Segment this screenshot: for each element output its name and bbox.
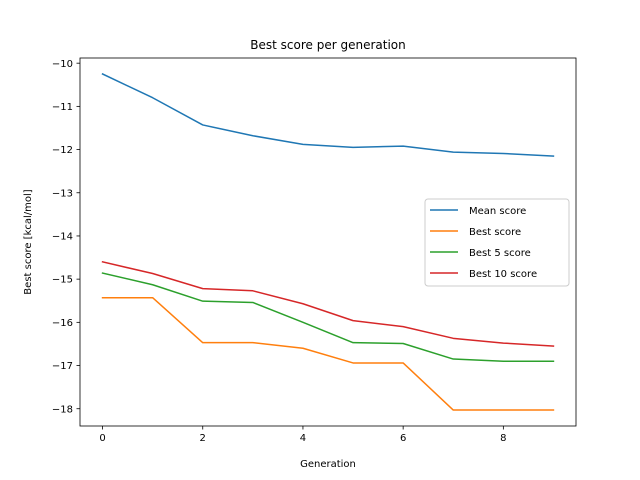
legend-label-2: Best 5 score bbox=[469, 248, 531, 259]
x-axis-ticks: 0 2 4 6 8 bbox=[99, 426, 507, 444]
x-tick-label: 6 bbox=[400, 433, 406, 444]
x-tick-label: 0 bbox=[99, 433, 105, 444]
series-line-0 bbox=[101, 72, 555, 157]
x-axis-label: Generation bbox=[300, 459, 356, 470]
series-layer bbox=[101, 72, 555, 411]
series-line-1 bbox=[101, 296, 555, 411]
legend: Mean score Best score Best 5 score Best 10 … bbox=[424, 198, 570, 287]
legend-box bbox=[424, 198, 570, 287]
legend-label-0: Mean score bbox=[469, 206, 526, 217]
y-tick-label: −12 bbox=[52, 145, 73, 156]
y-tick-label: −13 bbox=[52, 188, 73, 199]
y-tick-label: −11 bbox=[52, 102, 73, 113]
x-tick-label: 2 bbox=[200, 433, 206, 444]
legend-label-1: Best score bbox=[469, 227, 521, 238]
y-tick-label: −14 bbox=[52, 232, 73, 243]
series-line-3 bbox=[101, 260, 555, 347]
legend-label-3: Best 10 score bbox=[469, 269, 537, 280]
y-axis-ticks: −10 −11 −12 −13 −14 −15 −16 −17 −18 bbox=[52, 59, 80, 415]
chart-title: Best score per generation bbox=[250, 38, 405, 52]
plot-area: 0 2 4 6 8 −10 −11 −12 −13 −14 −15 −16 −17 −18 bbox=[52, 57, 577, 444]
y-tick-label: −16 bbox=[52, 318, 73, 329]
series-line-2 bbox=[101, 272, 555, 362]
x-tick-label: 8 bbox=[500, 433, 506, 444]
y-tick-label: −17 bbox=[52, 361, 73, 372]
y-tick-label: −18 bbox=[52, 404, 73, 415]
y-axis-label: Best score [kcal/mol] bbox=[23, 189, 34, 294]
x-tick-label: 4 bbox=[300, 433, 306, 444]
y-tick-label: −10 bbox=[52, 59, 73, 70]
y-tick-label: −15 bbox=[52, 275, 73, 286]
axes-frame bbox=[79, 57, 577, 427]
